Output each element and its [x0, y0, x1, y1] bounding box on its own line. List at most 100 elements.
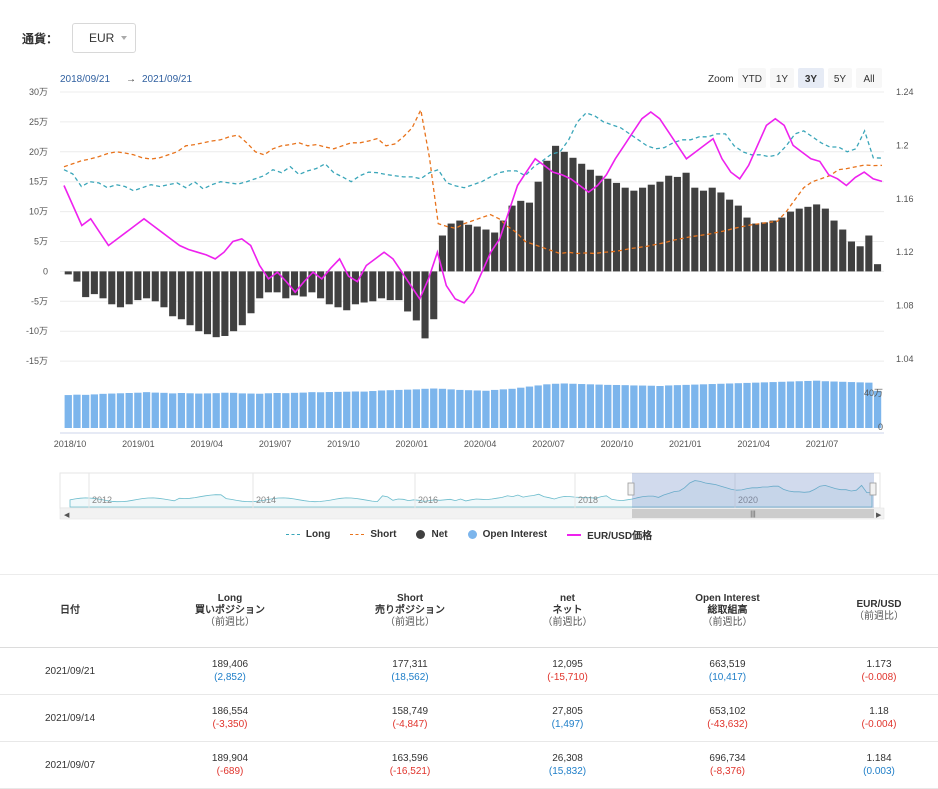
left-tick-label: 10万 — [29, 207, 48, 217]
cftc-position-chart[interactable]: 30万 25万 20万 15万 10万 5万 0 -5万 -10万 -15万 1.24 1.2 1.1… — [0, 62, 938, 527]
open-interest-bar — [656, 386, 664, 428]
net-bar — [256, 271, 264, 299]
open-interest-bar — [604, 384, 612, 428]
net-bar — [238, 271, 246, 326]
cell-value: 26,308 — [552, 753, 583, 764]
value-cell: 189,904 (-689) — [140, 741, 320, 789]
zoom-controls: Zoom YTD 1Y 3Y 5Y All — [708, 68, 882, 88]
cell-value: 189,904 — [211, 753, 249, 764]
left-tick-label: -10万 — [26, 326, 48, 336]
legend-item-eurusd[interactable]: EUR/USD価格 — [567, 527, 652, 542]
open-interest-bar — [734, 383, 742, 428]
navigator-label: 2018 — [578, 495, 598, 505]
value-cell: 663,519 (10,417) — [635, 647, 820, 695]
net-bar — [82, 271, 90, 298]
open-interest-bar — [847, 382, 856, 428]
open-interest-bar — [708, 384, 716, 428]
navigator-right-handle[interactable] — [869, 482, 877, 496]
net-bar — [543, 160, 551, 272]
currency-select[interactable]: EUR — [72, 23, 137, 53]
net-bar — [734, 205, 742, 272]
cell-value: 186,554 — [211, 706, 249, 717]
legend-item-short[interactable]: Short — [350, 527, 396, 542]
left-tick-label: -5万 — [31, 296, 48, 306]
scrollbar-thumb[interactable] — [632, 509, 874, 518]
zoom-button-bg — [856, 68, 882, 88]
legend-item-open-interest[interactable]: Open Interest — [467, 527, 547, 542]
net-bar — [578, 163, 586, 272]
zoom-button-ytd[interactable]: YTD — [738, 68, 766, 88]
zoom-button-1y[interactable]: 1Y — [770, 68, 794, 88]
legend-item-long[interactable]: Long — [285, 527, 330, 542]
scrollbar-track[interactable] — [59, 507, 885, 520]
range-to: 2021/09/21 — [142, 74, 192, 85]
cell-value: 27,805 — [552, 706, 583, 717]
currency-selector-row: 通貨： EUR — [22, 22, 137, 54]
cell-value: 663,519 — [709, 659, 746, 670]
zoom-button-label: All — [863, 74, 874, 85]
net-bar — [456, 220, 464, 272]
net-bar — [647, 184, 655, 272]
cell-value: 653,102 — [709, 706, 746, 717]
scroll-left-icon[interactable]: ◀ — [64, 512, 70, 519]
zoom-button-3y[interactable]: 3Y — [798, 68, 824, 88]
open-interest-bar — [586, 384, 595, 428]
cell-change: (1,497) — [551, 719, 584, 730]
open-interest-bar — [82, 394, 90, 428]
left-tick-label: 25万 — [29, 117, 48, 127]
value-cell: 186,554 (-3,350) — [140, 694, 320, 742]
net-bar — [169, 271, 177, 317]
x-tick-label: 2020/04 — [464, 439, 497, 449]
navigator-selection[interactable] — [632, 473, 874, 508]
net-bar — [108, 271, 116, 305]
open-interest-bar — [673, 385, 682, 428]
open-interest-bar — [665, 385, 673, 428]
cell-value: 1.184 — [866, 753, 892, 764]
zoom-button-5y[interactable]: 5Y — [828, 68, 852, 88]
navigator-left-handle[interactable] — [627, 482, 635, 496]
net-bar — [412, 271, 420, 321]
open-interest-bar — [99, 393, 107, 428]
open-interest-bar — [412, 389, 420, 428]
x-tick-label: 2019/10 — [327, 439, 360, 449]
cell-change: (-43,632) — [707, 719, 748, 730]
chevron-down-icon — [121, 36, 128, 40]
open-interest-bar — [456, 389, 464, 428]
net-bar — [839, 229, 847, 272]
open-interest-bar — [438, 388, 447, 428]
open-interest-bar — [534, 385, 542, 428]
navigator[interactable]: 2012 2014 2016 2018 2020 ||| ◀ ▶ — [59, 472, 885, 520]
x-tick-label: 2020/01 — [396, 439, 429, 449]
oi-tick-label: 0 — [878, 422, 883, 432]
navigator-label: 2016 — [418, 495, 438, 505]
net-bar — [221, 271, 229, 336]
legend-line-icon — [567, 533, 582, 536]
open-interest-bar — [717, 383, 725, 428]
cell-value: 1.173 — [866, 659, 892, 670]
open-interest-bar — [160, 392, 168, 428]
open-interest-bar — [647, 385, 655, 428]
open-interest-bar — [865, 382, 873, 428]
open-interest-bar — [403, 389, 412, 428]
net-bar — [360, 271, 368, 303]
zoom-button-label: 5Y — [834, 74, 847, 85]
net-bar — [778, 217, 786, 272]
open-interest-bar — [821, 381, 829, 428]
cell-change: (-3,350) — [212, 719, 248, 730]
scroll-right-icon[interactable]: ▶ — [876, 512, 882, 519]
navigator-labels: 2012 2014 2016 2018 2020 — [88, 473, 758, 508]
net-bar — [230, 271, 238, 332]
net-bar — [865, 235, 873, 272]
navigator-label: 2012 — [92, 495, 112, 505]
x-tick-label: 2021/07 — [806, 439, 839, 449]
value-cell: 163,596 (-16,521) — [320, 741, 500, 789]
legend-item-net[interactable]: Net — [416, 527, 448, 542]
open-interest-bar — [595, 384, 603, 428]
x-tick-label: 2019/07 — [259, 439, 292, 449]
navigator-label: 2014 — [256, 495, 276, 505]
legend-dash-icon — [285, 534, 300, 535]
value-cell: 26,308 (15,832) — [500, 741, 635, 789]
net-bar — [351, 271, 359, 305]
zoom-button-all[interactable]: All — [856, 68, 882, 88]
net-bar — [203, 271, 212, 335]
